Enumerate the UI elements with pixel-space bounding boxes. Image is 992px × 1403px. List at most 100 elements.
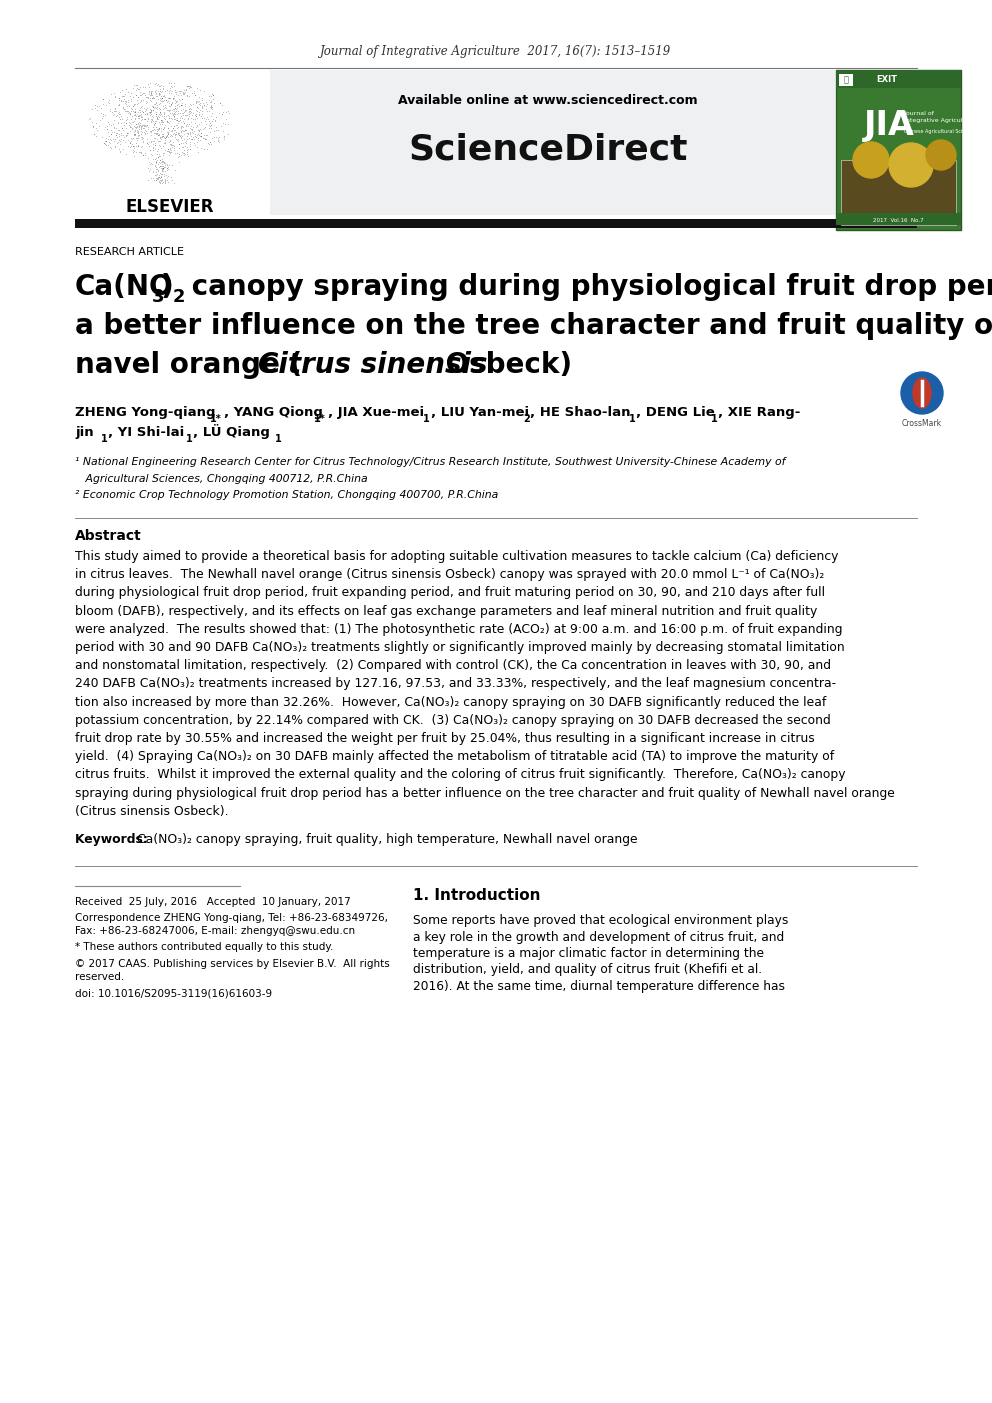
Point bbox=[174, 87, 189, 109]
Point bbox=[99, 118, 115, 140]
Point bbox=[186, 132, 202, 154]
Point bbox=[127, 123, 143, 146]
Point bbox=[178, 81, 193, 104]
Point bbox=[113, 122, 129, 145]
Point bbox=[187, 133, 203, 156]
Point bbox=[151, 83, 167, 105]
Point bbox=[145, 86, 161, 108]
Point bbox=[156, 101, 172, 123]
Point bbox=[181, 101, 196, 123]
Point bbox=[201, 114, 217, 136]
Point bbox=[125, 126, 141, 149]
Point bbox=[121, 101, 137, 123]
Point bbox=[163, 102, 179, 125]
Point bbox=[150, 157, 166, 180]
Point bbox=[164, 136, 180, 159]
Point bbox=[151, 74, 167, 97]
Point bbox=[110, 119, 126, 142]
Point bbox=[196, 107, 212, 129]
Point bbox=[143, 84, 159, 107]
Point bbox=[180, 143, 195, 166]
Point bbox=[123, 81, 139, 104]
Point bbox=[159, 159, 175, 181]
Point bbox=[164, 133, 180, 156]
Point bbox=[144, 100, 160, 122]
Point bbox=[196, 126, 212, 149]
Point bbox=[179, 114, 194, 136]
Point bbox=[218, 101, 234, 123]
Point bbox=[162, 140, 178, 163]
Point bbox=[174, 94, 189, 116]
Point bbox=[129, 115, 145, 137]
Point bbox=[166, 105, 182, 128]
Point bbox=[100, 111, 116, 133]
Point bbox=[148, 101, 164, 123]
Point bbox=[202, 130, 218, 153]
Point bbox=[162, 87, 178, 109]
Point bbox=[130, 135, 146, 157]
Point bbox=[149, 107, 165, 129]
Point bbox=[141, 130, 157, 153]
Point bbox=[158, 97, 174, 119]
Point bbox=[167, 108, 183, 130]
Point bbox=[169, 97, 185, 119]
Point bbox=[190, 119, 206, 142]
Point bbox=[175, 136, 190, 159]
Point bbox=[214, 94, 230, 116]
Point bbox=[141, 86, 157, 108]
Point bbox=[199, 100, 215, 122]
Point bbox=[152, 77, 168, 100]
Point bbox=[152, 83, 168, 105]
Point bbox=[116, 125, 132, 147]
Text: spraying during physiological fruit drop period has a better influence on the tr: spraying during physiological fruit drop… bbox=[75, 787, 895, 800]
Point bbox=[188, 136, 204, 159]
Point bbox=[145, 87, 161, 109]
Point bbox=[143, 111, 159, 133]
Text: and nonstomatal limitation, respectively.  (2) Compared with control (CK), the C: and nonstomatal limitation, respectively… bbox=[75, 659, 831, 672]
Point bbox=[107, 135, 123, 157]
Point bbox=[110, 111, 126, 133]
Point bbox=[166, 87, 182, 109]
Text: Journal of Integrative Agriculture  2017, 16(7): 1513–1519: Journal of Integrative Agriculture 2017,… bbox=[320, 45, 672, 59]
Point bbox=[102, 132, 118, 154]
Point bbox=[178, 100, 193, 122]
Point bbox=[168, 90, 184, 112]
Point bbox=[176, 128, 191, 150]
Point bbox=[100, 121, 116, 143]
Point bbox=[148, 153, 164, 175]
Point bbox=[156, 84, 172, 107]
Point bbox=[149, 168, 165, 191]
Point bbox=[127, 104, 143, 126]
Point bbox=[133, 115, 149, 137]
Text: CrossMark: CrossMark bbox=[902, 418, 942, 428]
Point bbox=[138, 115, 154, 137]
Point bbox=[92, 109, 108, 132]
Point bbox=[150, 168, 166, 191]
Point bbox=[124, 118, 140, 140]
Point bbox=[136, 97, 152, 119]
Text: canopy spraying during physiological fruit drop period has: canopy spraying during physiological fru… bbox=[182, 274, 992, 302]
Point bbox=[91, 94, 107, 116]
Point bbox=[171, 122, 186, 145]
Point bbox=[134, 128, 150, 150]
Point bbox=[181, 137, 196, 160]
Point bbox=[128, 84, 144, 107]
Point bbox=[164, 125, 180, 147]
Point bbox=[160, 157, 176, 180]
Point bbox=[167, 137, 183, 160]
Point bbox=[169, 108, 185, 130]
Point bbox=[201, 111, 217, 133]
Point bbox=[160, 156, 176, 178]
Point bbox=[210, 102, 226, 125]
Point bbox=[134, 83, 150, 105]
Point bbox=[177, 139, 192, 161]
Point bbox=[130, 112, 146, 135]
Point bbox=[140, 108, 156, 130]
Point bbox=[144, 87, 160, 109]
Point bbox=[148, 123, 164, 146]
Point bbox=[159, 153, 175, 175]
Point bbox=[100, 88, 116, 111]
Point bbox=[165, 76, 181, 98]
Point bbox=[175, 118, 190, 140]
Point bbox=[121, 114, 137, 136]
